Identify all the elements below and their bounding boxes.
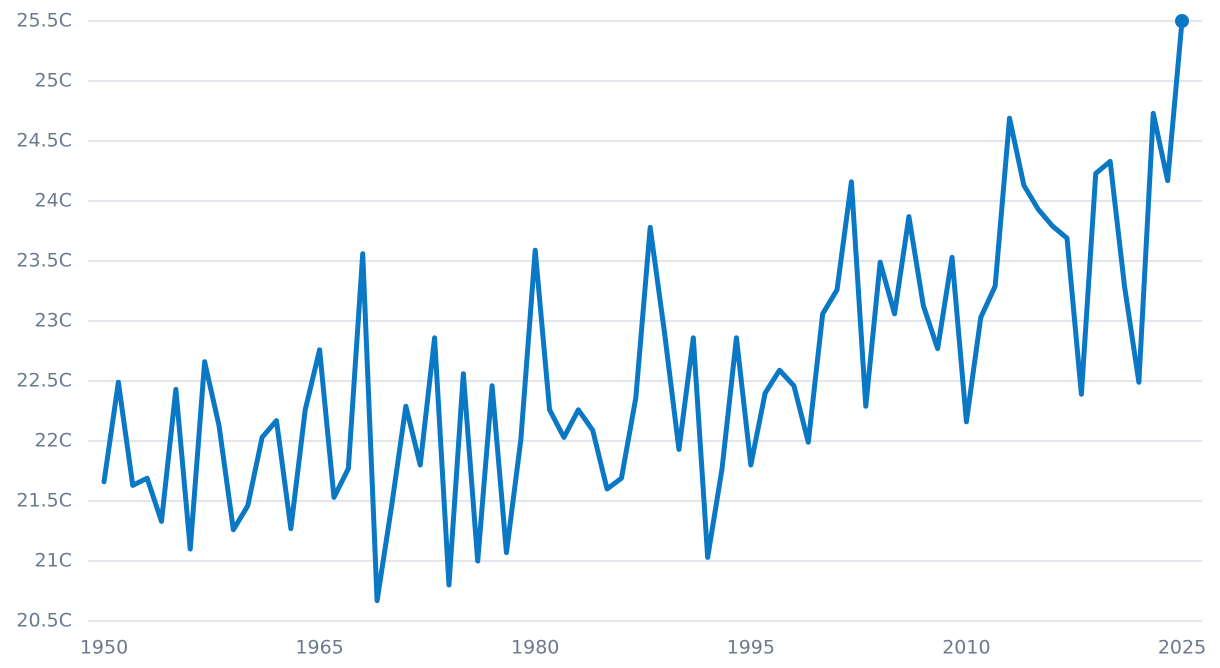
y-tick-label: 22.5C [16,370,72,392]
y-tick-label: 25C [35,70,72,92]
y-tick-label: 24C [35,190,72,212]
x-tick-label: 2025 [1158,637,1206,659]
y-tick-label: 22C [35,430,72,452]
x-tick-label: 2010 [942,637,990,659]
y-tick-label: 23C [35,310,72,332]
x-tick-label: 1995 [727,637,775,659]
y-tick-label: 24.5C [16,130,72,152]
y-tick-label: 23.5C [16,250,72,272]
y-tick-label: 25.5C [16,10,72,32]
x-tick-label: 1980 [511,637,559,659]
x-tick-label: 1950 [80,637,128,659]
x-tick-label: 1965 [295,637,343,659]
y-tick-label: 21C [35,550,72,572]
y-tick-label: 20.5C [16,610,72,632]
y-tick-label: 21.5C [16,490,72,512]
data-line [101,18,1185,604]
end-marker [1175,14,1189,28]
